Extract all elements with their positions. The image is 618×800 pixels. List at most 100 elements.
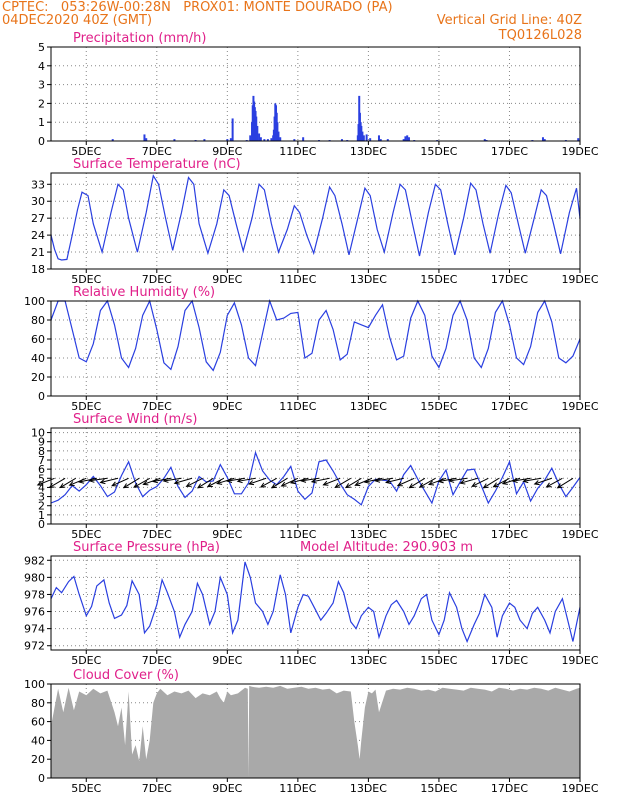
x-tick-label: 17DEC [491, 400, 528, 413]
y-tick-label: 20 [31, 371, 45, 384]
wind-arrow-head [78, 478, 85, 484]
y-tick-label: 100 [24, 678, 45, 691]
wind-arrow-head [374, 477, 381, 483]
wind-arrow [290, 477, 309, 484]
panel-1 [47, 46, 581, 145]
precip-bar [483, 139, 486, 141]
wind-arrow-head [122, 483, 129, 489]
y-tick-label: 60 [31, 716, 45, 729]
wind-arrow [311, 477, 330, 483]
plot-frame [50, 46, 581, 142]
wind-arrow-head [533, 480, 540, 486]
x-tick-label: 11DEC [279, 400, 316, 413]
wind-arrow-head [59, 483, 66, 489]
panel-3 [47, 298, 581, 400]
x-tick-label: 15DEC [420, 400, 457, 413]
plot-frame [50, 683, 581, 779]
wind-arrow [449, 477, 468, 482]
precip-bar [365, 134, 368, 141]
wind-arrow-head [173, 479, 180, 485]
precip-bar [302, 137, 305, 141]
precip-bar [541, 137, 544, 141]
x-tick-label: 17DEC [491, 273, 528, 286]
plot-frame [50, 172, 581, 270]
wind-arrow [163, 477, 182, 482]
wind-arrow [557, 477, 574, 489]
y-tick-label: 7 [38, 454, 45, 467]
wind-arrow-head [152, 478, 159, 484]
wind-arrow-head [280, 481, 287, 487]
precip-bar [377, 135, 380, 141]
precip-bar [266, 139, 269, 141]
cloud-area [51, 685, 580, 778]
y-tick-label: 60 [31, 333, 45, 346]
wind-arrow-head [396, 481, 403, 487]
y-tick-label: 972 [24, 640, 45, 653]
x-tick-label: 7DEC [142, 528, 172, 541]
precip-bar [270, 138, 273, 141]
precip-bar [406, 135, 409, 141]
y-tick-label: 0 [38, 772, 45, 785]
plot-frame [50, 300, 581, 397]
y-tick-label: 0 [38, 390, 45, 403]
y-tick-label: 40 [31, 352, 45, 365]
x-tick-label: 9DEC [212, 400, 242, 413]
x-tick-label: 17DEC [491, 528, 528, 541]
wind-arrow [493, 477, 510, 488]
y-tick-label: 5 [38, 472, 45, 485]
y-tick-label: 21 [31, 246, 45, 259]
precip-bar [145, 138, 148, 141]
series-line [50, 561, 581, 644]
x-tick-label: 11DEC [279, 273, 316, 286]
y-tick-label: 3 [38, 79, 45, 92]
y-tick-label: 20 [31, 753, 45, 766]
wind-arrow [89, 477, 108, 482]
wind-arrow-head [226, 477, 233, 484]
precip-bar [226, 139, 229, 141]
wind-arrow [364, 477, 383, 483]
x-tick-label: 9DEC [212, 782, 242, 795]
y-tick-label: 100 [24, 295, 45, 308]
x-tick-label: 7DEC [142, 400, 172, 413]
y-tick-label: 1 [38, 509, 45, 522]
wind-arrow [100, 477, 119, 484]
precip-bar [203, 139, 206, 141]
y-tick-label: 3 [38, 491, 45, 504]
y-tick-label: 2 [38, 500, 45, 513]
panel-title: Relative Humidity (%) [73, 285, 215, 300]
wind-arrow [123, 477, 140, 489]
precip-bar [293, 139, 296, 141]
wind-arrow-head [556, 483, 563, 489]
wind-arrow [186, 477, 203, 487]
x-tick-label: 7DEC [142, 145, 172, 158]
precip-bar [279, 137, 282, 141]
wind-arrow-head [427, 480, 435, 486]
wind-arrow [143, 477, 161, 485]
wind-arrow-head [99, 478, 106, 485]
y-tick-label: 0 [38, 135, 45, 148]
x-tick-label: 15DEC [420, 782, 457, 795]
wind-arrow [69, 477, 87, 486]
x-tick-label: 15DEC [420, 273, 457, 286]
y-tick-label: 978 [24, 588, 45, 601]
x-tick-label: 9DEC [212, 528, 242, 541]
wind-arrow-head [196, 483, 203, 489]
x-tick-label: 13DEC [350, 782, 387, 795]
wind-arrow-head [448, 477, 455, 483]
wind-arrow-head [354, 481, 361, 487]
wind-arrow [49, 477, 66, 488]
wind-arrow-head [471, 482, 478, 487]
panel-title: Surface Pressure (hPa) [73, 540, 220, 555]
run-datetime: 04DEC2020 40Z (GMT) [2, 13, 153, 28]
x-tick-label: 7DEC [142, 782, 172, 795]
wind-arrow-head [385, 478, 392, 485]
wind-arrow [355, 477, 373, 486]
y-tick-label: 30 [31, 195, 45, 208]
panel-6 [47, 683, 581, 782]
wind-arrow [460, 477, 478, 484]
wind-arrow-head [185, 482, 192, 487]
wind-arrow [281, 477, 299, 487]
x-tick-label: 5DEC [71, 528, 101, 541]
x-tick-label: 7DEC [142, 273, 172, 286]
panel-title: Cloud Cover (%) [73, 668, 179, 683]
